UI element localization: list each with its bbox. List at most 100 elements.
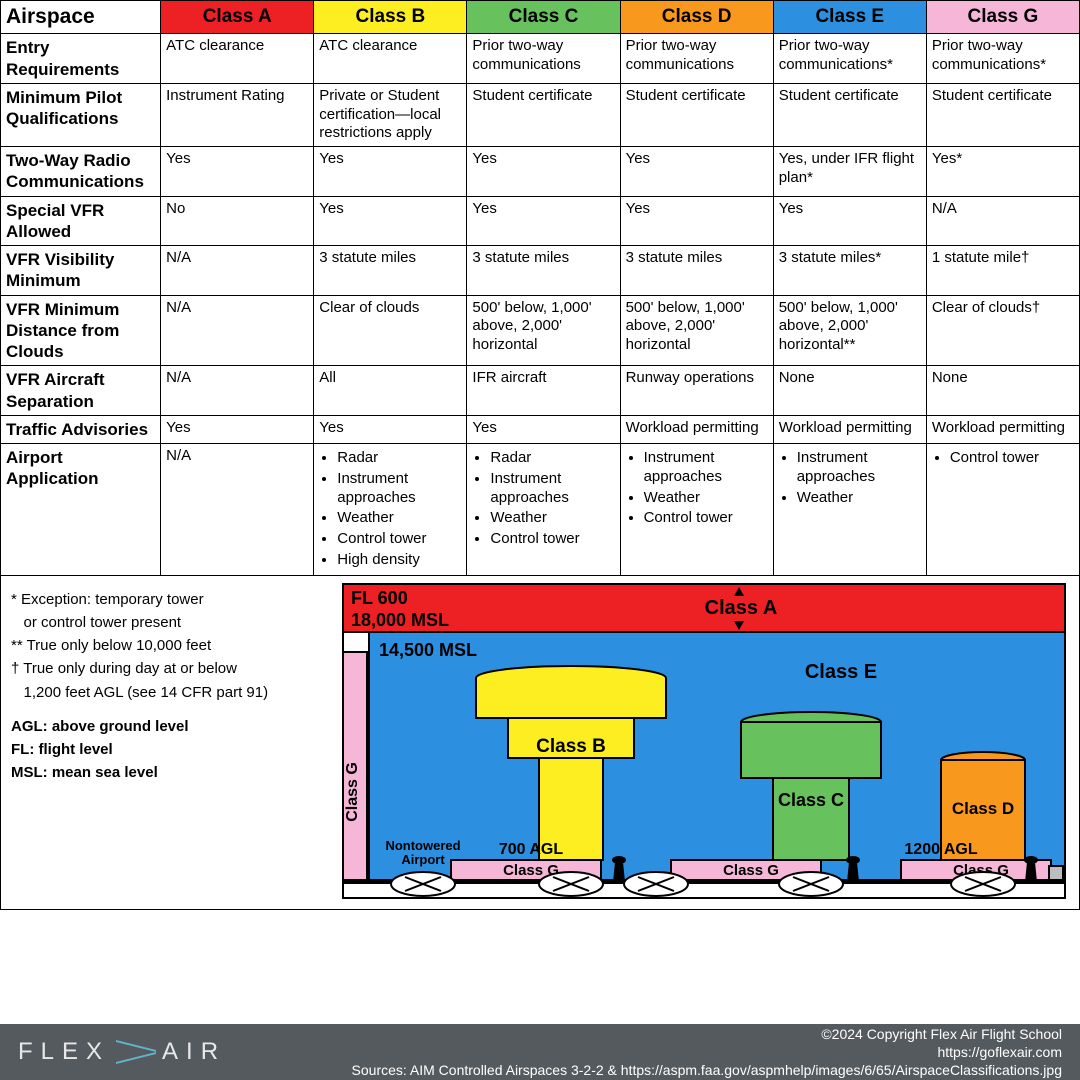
col-header: Class E bbox=[773, 1, 926, 34]
footer: FLEX AIR ©2024 Copyright Flex Air Flight… bbox=[0, 1024, 1080, 1080]
table-cell: Runway operations bbox=[620, 366, 773, 416]
table-cell: No bbox=[161, 196, 314, 246]
svg-text:Airport: Airport bbox=[401, 852, 445, 867]
col-header: Class D bbox=[620, 1, 773, 34]
table-cell: N/A bbox=[926, 196, 1079, 246]
svg-text:FL 600: FL 600 bbox=[351, 588, 408, 608]
table-cell: 500' below, 1,000' above, 2,000' horizon… bbox=[773, 295, 926, 366]
footer-sources: Sources: AIM Controlled Airspaces 3-2-2 … bbox=[352, 1061, 1062, 1079]
table-cell: Instrument approachesWeather bbox=[773, 444, 926, 576]
definition: FL: flight level bbox=[11, 740, 321, 760]
table-cell: 3 statute miles bbox=[620, 246, 773, 296]
table-cell: ATC clearance bbox=[161, 34, 314, 84]
table-cell: Prior two-way communications bbox=[620, 34, 773, 84]
table-cell: Prior two-way communications* bbox=[926, 34, 1079, 84]
table-cell: Clear of clouds† bbox=[926, 295, 1079, 366]
svg-text:14,500 MSL: 14,500 MSL bbox=[379, 640, 477, 660]
svg-text:Class E: Class E bbox=[805, 661, 877, 683]
table-cell: N/A bbox=[161, 366, 314, 416]
table-cell: Yes* bbox=[926, 147, 1079, 197]
table-cell: 1 statute mile† bbox=[926, 246, 1079, 296]
row-header: Special VFR Allowed bbox=[1, 196, 161, 246]
table-cell: Workload permitting bbox=[926, 415, 1079, 443]
footnote-line: 1,200 feet AGL (see 14 CFR part 91) bbox=[11, 683, 321, 703]
footnote-line: or control tower present bbox=[11, 613, 321, 633]
svg-text:700 AGL: 700 AGL bbox=[499, 841, 564, 858]
copyright: ©2024 Copyright Flex Air Flight School bbox=[352, 1025, 1062, 1043]
table-cell: Yes bbox=[467, 415, 620, 443]
table-cell: Prior two-way communications bbox=[467, 34, 620, 84]
row-header: Traffic Advisories bbox=[1, 415, 161, 443]
svg-text:1200 AGL: 1200 AGL bbox=[904, 841, 977, 858]
logo-left: FLEX bbox=[18, 1038, 110, 1066]
svg-text:Class D: Class D bbox=[952, 799, 1014, 818]
col-header: Class G bbox=[926, 1, 1079, 34]
svg-text:Nontowered: Nontowered bbox=[385, 838, 460, 853]
table-cell: 3 statute miles* bbox=[773, 246, 926, 296]
row-header: Two-Way Radio Communications bbox=[1, 147, 161, 197]
table-cell: Student certificate bbox=[773, 83, 926, 146]
footnote-line: † True only during day at or below bbox=[11, 659, 321, 679]
definition: AGL: above ground level bbox=[11, 717, 321, 737]
row-header: Entry Requirements bbox=[1, 34, 161, 84]
airspace-table: AirspaceClass AClass BClass CClass DClas… bbox=[0, 0, 1080, 576]
table-cell: None bbox=[773, 366, 926, 416]
table-cell: Yes bbox=[161, 147, 314, 197]
table-cell: IFR aircraft bbox=[467, 366, 620, 416]
airspace-diagram: FL 60018,000 MSL Class A Class G 14,500 MSL… bbox=[331, 576, 1079, 909]
bottom-panel: * Exception: temporary tower or control … bbox=[0, 576, 1080, 910]
logo: FLEX AIR bbox=[18, 1038, 226, 1066]
table-cell: Clear of clouds bbox=[314, 295, 467, 366]
logo-right: AIR bbox=[162, 1038, 226, 1066]
row-header: Airport Application bbox=[1, 444, 161, 576]
table-cell: N/A bbox=[161, 444, 314, 576]
table-cell: Yes, under IFR flight plan* bbox=[773, 147, 926, 197]
table-cell: Yes bbox=[620, 196, 773, 246]
footnotes: * Exception: temporary tower or control … bbox=[1, 576, 331, 909]
svg-text:Class G: Class G bbox=[344, 762, 361, 822]
table-cell: Yes bbox=[314, 415, 467, 443]
table-cell: Yes bbox=[314, 147, 467, 197]
table-cell: Yes bbox=[773, 196, 926, 246]
table-cell: 500' below, 1,000' above, 2,000' horizon… bbox=[620, 295, 773, 366]
svg-text:18,000 MSL: 18,000 MSL bbox=[351, 610, 449, 630]
table-cell: Prior two-way communications* bbox=[773, 34, 926, 84]
table-cell: Workload permitting bbox=[773, 415, 926, 443]
footnote-line: * Exception: temporary tower bbox=[11, 590, 321, 610]
table-cell: Student certificate bbox=[467, 83, 620, 146]
row-header: VFR Aircraft Separation bbox=[1, 366, 161, 416]
table-cell: N/A bbox=[161, 295, 314, 366]
table-cell: Student certificate bbox=[620, 83, 773, 146]
table-cell: Yes bbox=[467, 147, 620, 197]
col-header: Class A bbox=[161, 1, 314, 34]
footnote-line: ** True only below 10,000 feet bbox=[11, 636, 321, 656]
table-cell: RadarInstrument approachesWeatherControl… bbox=[467, 444, 620, 576]
svg-text:Class A: Class A bbox=[705, 597, 778, 619]
table-cell: Yes bbox=[467, 196, 620, 246]
row-header: VFR Visibility Minimum bbox=[1, 246, 161, 296]
svg-text:Class G: Class G bbox=[723, 862, 779, 879]
table-cell: Yes bbox=[620, 147, 773, 197]
table-cell: 500' below, 1,000' above, 2,000' horizon… bbox=[467, 295, 620, 366]
table-cell: Workload permitting bbox=[620, 415, 773, 443]
table-cell: RadarInstrument approachesWeatherControl… bbox=[314, 444, 467, 576]
logo-divider-icon bbox=[116, 1039, 156, 1065]
table-cell: N/A bbox=[161, 246, 314, 296]
col-header: Class B bbox=[314, 1, 467, 34]
table-cell: 3 statute miles bbox=[467, 246, 620, 296]
table-cell: Private or Student certification—local r… bbox=[314, 83, 467, 146]
table-cell: Control tower bbox=[926, 444, 1079, 576]
svg-text:Class B: Class B bbox=[536, 736, 606, 757]
table-cell: Student certificate bbox=[926, 83, 1079, 146]
table-cell: All bbox=[314, 366, 467, 416]
table-cell: Instrument Rating bbox=[161, 83, 314, 146]
table-cell: 3 statute miles bbox=[314, 246, 467, 296]
svg-text:Class C: Class C bbox=[778, 790, 844, 810]
table-cell: None bbox=[926, 366, 1079, 416]
table-cell: Instrument approachesWeatherControl towe… bbox=[620, 444, 773, 576]
table-cell: ATC clearance bbox=[314, 34, 467, 84]
table-cell: Yes bbox=[161, 415, 314, 443]
row-header: VFR Minimum Distance from Clouds bbox=[1, 295, 161, 366]
table-cell: Yes bbox=[314, 196, 467, 246]
table-corner: Airspace bbox=[1, 1, 161, 34]
